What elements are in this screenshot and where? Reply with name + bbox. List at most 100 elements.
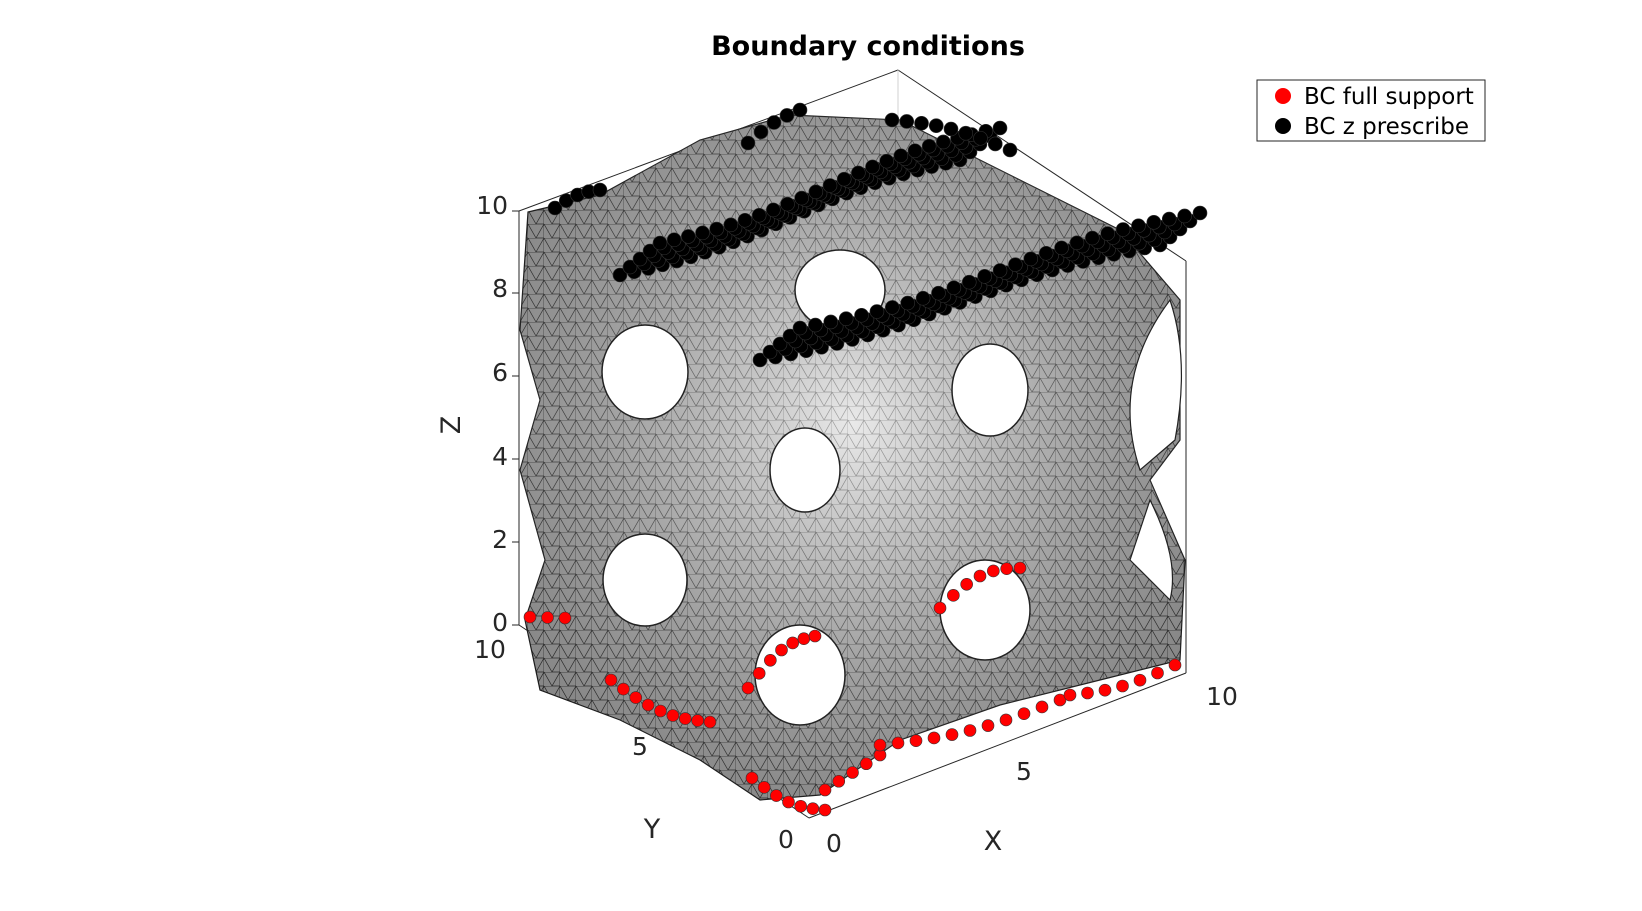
bc-point <box>838 311 854 327</box>
bc-point <box>779 108 795 123</box>
bc-point <box>987 136 1003 152</box>
lattice-hole <box>951 343 1029 437</box>
bc-point <box>1002 142 1018 158</box>
bc-point <box>1100 226 1115 241</box>
bc-point <box>757 781 771 794</box>
z-tick-label: 0 <box>492 608 508 637</box>
bc-point <box>1054 240 1069 256</box>
bc-point <box>775 643 788 657</box>
bc-point <box>604 673 618 687</box>
bc-point <box>1069 235 1085 251</box>
bc-point <box>622 259 638 275</box>
bc-point <box>914 115 929 131</box>
bc-point <box>741 681 755 695</box>
bc-point <box>836 171 852 187</box>
bc-point <box>992 120 1008 136</box>
bc-point <box>641 698 655 712</box>
legend: BC full support BC z prescribe <box>1256 79 1486 142</box>
bc-point <box>854 307 869 323</box>
z-tick-label: 2 <box>492 525 508 554</box>
bc-point <box>703 715 717 729</box>
bc-point <box>1115 222 1131 237</box>
bc-point <box>695 225 710 241</box>
lattice-hole <box>769 427 841 513</box>
bc-point <box>823 314 839 330</box>
z-tick-label: 4 <box>492 442 508 471</box>
bc-point <box>1038 245 1054 261</box>
bc-point <box>642 243 658 259</box>
legend-marker-black <box>1275 118 1291 134</box>
bc-point <box>806 802 820 815</box>
bc-point <box>523 610 537 624</box>
bc-point <box>752 352 768 368</box>
bc-point <box>915 290 931 306</box>
bc-point <box>945 728 959 741</box>
bc-point <box>629 691 643 704</box>
x-tick-label: 5 <box>1016 757 1032 786</box>
bc-point <box>592 182 608 198</box>
bc-point <box>808 317 823 333</box>
bc-point <box>1177 208 1192 224</box>
bc-point <box>818 783 832 797</box>
y-axis-label: Y <box>643 814 661 845</box>
bc-point <box>893 148 909 164</box>
z-tick-label: 8 <box>492 274 508 303</box>
lattice-hole <box>601 324 689 420</box>
bc-point <box>992 263 1008 278</box>
z-tick-label: 6 <box>492 358 508 387</box>
bc-point <box>723 217 739 233</box>
bc-point <box>794 190 809 206</box>
bc-point <box>654 704 667 718</box>
bc-point <box>782 328 798 344</box>
bc-point <box>1053 693 1067 707</box>
bc-point <box>745 771 759 785</box>
bc-point <box>1116 679 1129 693</box>
bc-point <box>822 178 838 193</box>
bc-point <box>766 202 781 218</box>
bc-point <box>632 251 648 267</box>
x-axis-label: X <box>984 826 1003 857</box>
bc-point <box>1008 257 1023 272</box>
bc-point <box>617 682 630 696</box>
y-axis: 10 5 0 Y <box>474 635 794 854</box>
bc-point <box>681 229 696 244</box>
y-tick-label: 10 <box>474 635 506 664</box>
bc-point <box>1017 707 1031 721</box>
bc-point <box>943 121 959 137</box>
legend-marker-red <box>1275 88 1291 104</box>
z-tick-label: 10 <box>476 191 508 220</box>
bc-point <box>884 112 900 128</box>
bc-point <box>782 795 795 809</box>
bc-point <box>885 300 900 315</box>
bc-point <box>981 719 995 732</box>
bc-point <box>740 135 756 151</box>
bc-point <box>999 713 1013 727</box>
bc-point <box>1035 700 1049 714</box>
bc-point <box>960 577 973 591</box>
bc-point <box>691 714 704 727</box>
bc-point <box>933 601 947 615</box>
bc-point <box>958 125 974 141</box>
bc-point <box>786 636 799 650</box>
bc-point <box>541 611 554 624</box>
bc-point <box>1023 251 1039 267</box>
bc-point <box>772 336 788 352</box>
bc-point <box>947 589 960 602</box>
x-tick-label: 0 <box>826 829 842 858</box>
bc-point <box>737 212 753 228</box>
y-tick-label: 0 <box>778 825 794 854</box>
bc-point <box>792 320 808 336</box>
x-tick-label: 10 <box>1206 682 1238 711</box>
bc-point <box>558 611 572 625</box>
x-axis: 0 5 10 X <box>826 682 1238 858</box>
bc-point <box>936 134 951 150</box>
bc-point <box>859 757 873 771</box>
bc-point <box>1085 230 1100 246</box>
bc-point <box>927 731 941 745</box>
bc-point <box>1151 666 1164 680</box>
bc-point <box>652 235 668 251</box>
bc-point <box>1168 658 1182 672</box>
bc-point <box>792 102 808 118</box>
lattice-hole <box>602 533 688 627</box>
